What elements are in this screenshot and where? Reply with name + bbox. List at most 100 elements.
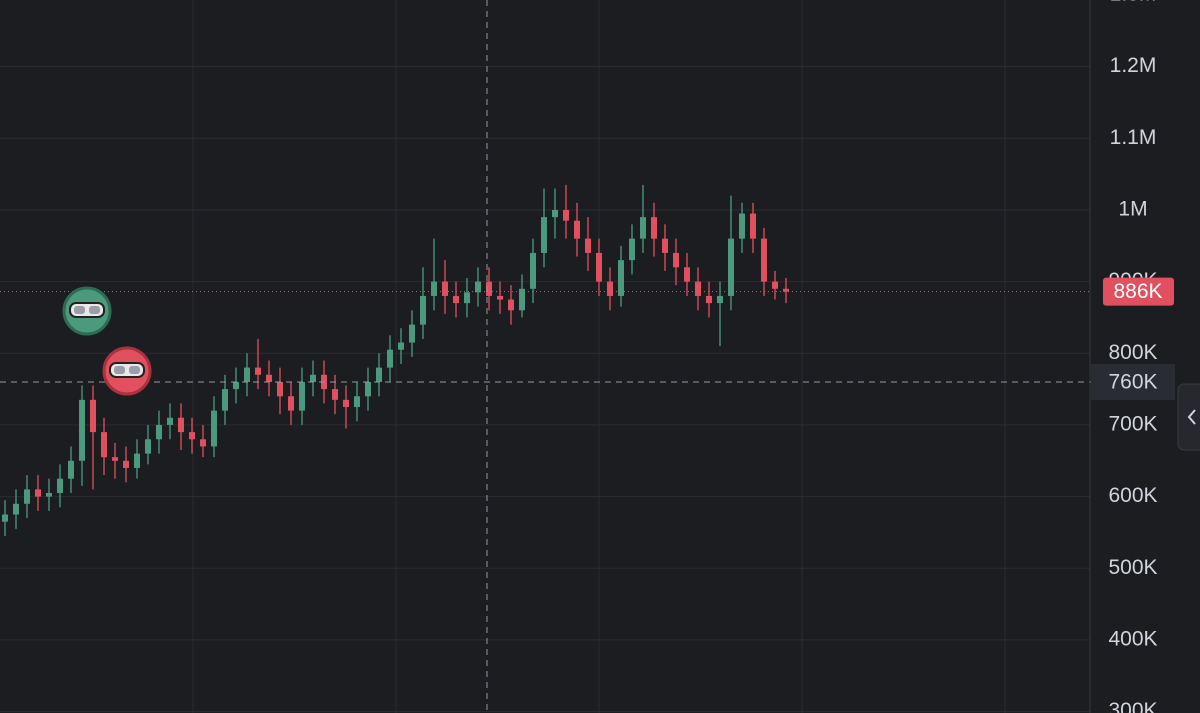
last-price-label: 886K — [1113, 280, 1162, 303]
candle-body — [420, 295, 426, 325]
lens — [74, 306, 85, 314]
candle-body — [299, 381, 305, 411]
candle-body — [728, 238, 734, 296]
candle-body — [255, 367, 261, 375]
candle-body — [772, 281, 778, 289]
candle-body — [189, 432, 195, 440]
candle-body — [101, 432, 107, 458]
candle-body — [486, 281, 492, 296]
horizontal-grid — [0, 66, 1090, 713]
candle-body — [156, 424, 162, 440]
y-tick-label: 1.2M — [1110, 54, 1157, 77]
candle-body — [629, 238, 635, 261]
candle-body — [211, 410, 217, 447]
candle-body — [178, 417, 184, 433]
marker-sell — [102, 346, 152, 396]
candle-body — [376, 367, 382, 382]
candle-body — [750, 213, 756, 239]
y-tick-label: 1.3M — [1110, 0, 1157, 6]
candle-body — [519, 288, 525, 311]
y-tick-label: 500K — [1108, 556, 1157, 579]
candle-body — [266, 374, 272, 382]
candle-body — [541, 217, 547, 253]
candle-body — [332, 389, 338, 400]
candle-body — [79, 399, 85, 461]
collapse-button[interactable] — [1177, 383, 1200, 451]
candle-body — [574, 220, 580, 239]
candle-body — [57, 478, 63, 494]
candle-body — [244, 367, 250, 382]
candle-body — [684, 267, 690, 282]
candle-body — [68, 460, 74, 479]
candle-body — [200, 439, 206, 447]
marker-buy — [62, 286, 112, 336]
candle-body — [123, 460, 129, 468]
lens — [129, 366, 140, 374]
candle-body — [13, 503, 19, 515]
candle-body — [288, 396, 294, 411]
candle-body — [343, 399, 349, 408]
candle-body — [508, 299, 514, 311]
candle-body — [717, 295, 723, 304]
candle-body — [640, 217, 646, 239]
candle-body — [431, 281, 437, 296]
price-axis: 300K400K500K600K700K800K900K1M1.1M1.2M1.… — [1091, 0, 1175, 713]
last-price-box — [1103, 277, 1174, 306]
candle-body — [497, 295, 503, 300]
candle-body — [277, 381, 283, 397]
candle-body — [387, 349, 393, 368]
candle-body — [761, 238, 767, 282]
candle-body — [354, 396, 360, 408]
candle-body — [585, 238, 591, 253]
candle-body — [112, 457, 118, 461]
candle-body — [563, 209, 569, 221]
candle-body — [695, 281, 701, 296]
candle-body — [35, 489, 41, 497]
candle-body — [409, 324, 415, 343]
candle-body — [2, 514, 8, 522]
y-tick-label: 600K — [1108, 484, 1157, 507]
candle-body — [706, 295, 712, 304]
candle-body — [442, 281, 448, 296]
y-tick-label: 700K — [1108, 412, 1157, 435]
candle-body — [673, 252, 679, 268]
candle-body — [618, 260, 624, 296]
candle-body — [475, 281, 481, 293]
candle-body — [46, 493, 52, 497]
overlay — [0, 0, 1175, 713]
vertical-grid — [192, 0, 1006, 713]
candle-body — [310, 374, 316, 382]
candle-body — [596, 252, 602, 282]
candle-body — [651, 217, 657, 239]
candle-body — [233, 381, 239, 390]
crosshair-label: 760K — [1108, 370, 1157, 393]
candle-body — [167, 417, 173, 425]
candle-body — [552, 209, 558, 218]
candle-body — [607, 281, 613, 296]
candle-body — [739, 213, 745, 239]
candle-body — [530, 252, 536, 289]
candles — [2, 184, 789, 537]
candle-body — [398, 342, 404, 350]
candle-body — [24, 489, 30, 504]
candle-body — [145, 439, 151, 454]
y-tick-label: 1.1M — [1110, 126, 1157, 149]
candle-body — [662, 238, 668, 253]
candle-body — [464, 292, 470, 304]
y-tick-label: 400K — [1108, 627, 1157, 650]
candle-body — [90, 399, 96, 433]
candle-body — [453, 295, 459, 304]
candle-body — [134, 453, 140, 468]
candle-body — [365, 381, 371, 397]
candle-body — [783, 288, 789, 292]
candle-body — [222, 389, 228, 411]
y-tick-label: 800K — [1108, 341, 1157, 364]
chevron-icon — [1187, 409, 1196, 425]
crosshair-box — [1091, 363, 1175, 400]
lens — [114, 366, 125, 374]
y-tick-label: 300K — [1108, 699, 1157, 713]
lens — [89, 306, 100, 314]
